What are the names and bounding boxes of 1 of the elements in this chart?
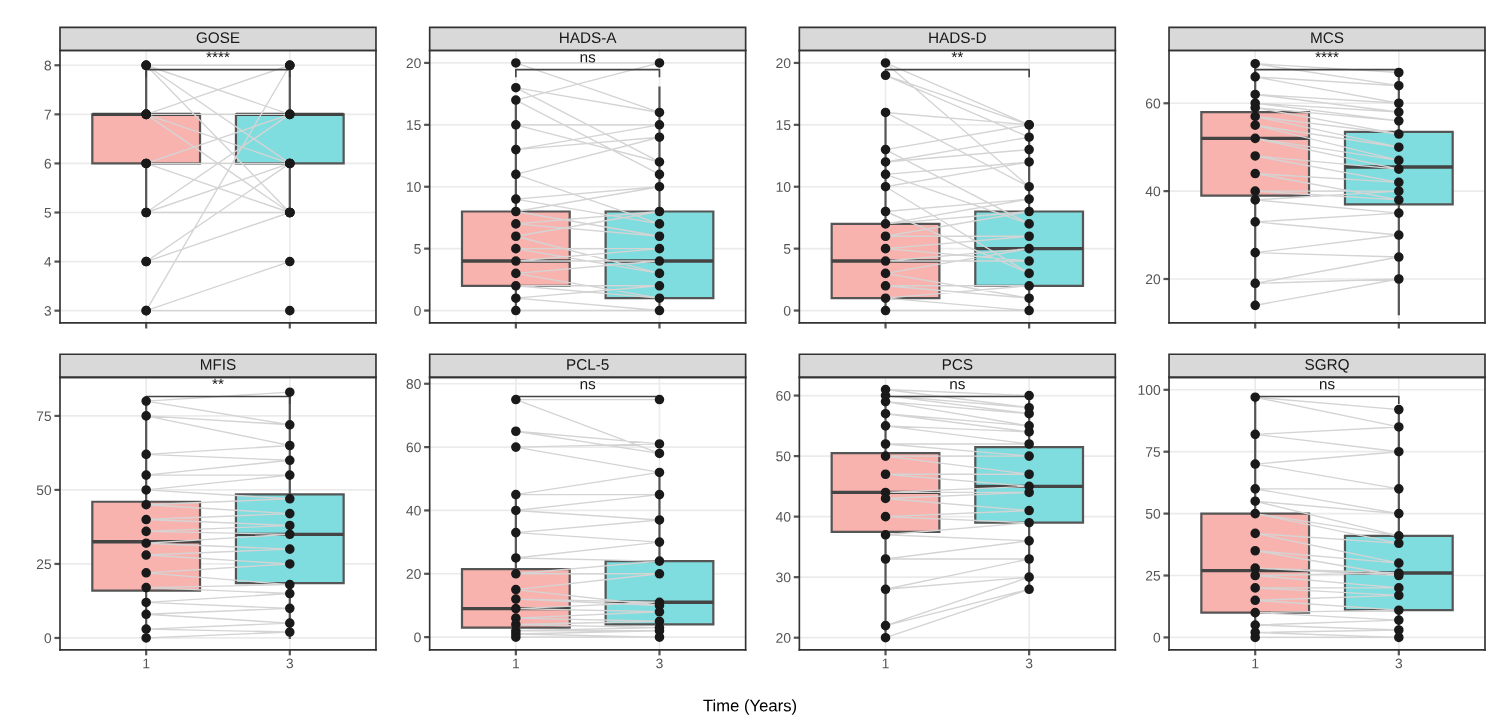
x-axis-title: Time (Years) <box>703 699 797 715</box>
